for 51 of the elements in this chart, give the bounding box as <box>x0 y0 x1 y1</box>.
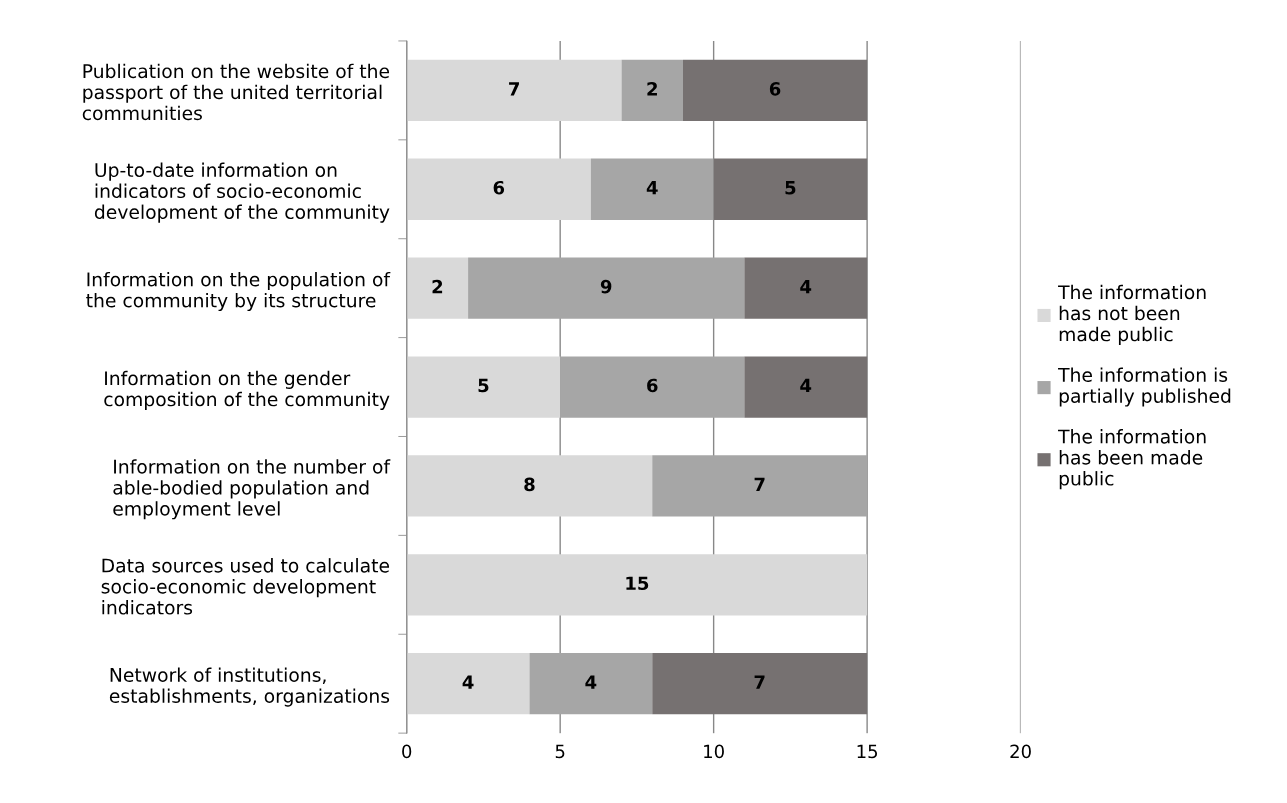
data-label: 2 <box>432 279 443 294</box>
x-tick-label: 5 <box>555 744 565 759</box>
data-label: 2 <box>647 81 657 96</box>
data-label: 4 <box>800 378 812 393</box>
y-tick-label: Publication on the website of the passport of the united territorial communities <box>82 63 390 121</box>
bar <box>652 455 868 517</box>
data-label: 7 <box>754 675 765 689</box>
bar <box>529 653 653 715</box>
legend-label: The information has not been made public <box>1058 284 1206 345</box>
bar <box>468 257 745 319</box>
y-tick-label: Information on the number of able-bodied population and employment level <box>113 459 391 520</box>
data-label: 5 <box>478 378 489 393</box>
bar <box>406 653 530 715</box>
bar <box>406 257 469 319</box>
x-tick-label: 20 <box>1010 744 1031 759</box>
bar <box>621 59 683 122</box>
x-tick-label: 10 <box>704 744 724 759</box>
bar <box>744 356 868 418</box>
bar <box>682 59 868 122</box>
bar <box>713 158 868 220</box>
bar <box>744 257 868 319</box>
bar <box>406 59 622 122</box>
bar <box>406 356 561 418</box>
data-label: 6 <box>647 378 658 393</box>
x-tick-label: 15 <box>857 744 878 759</box>
legend-label: The information is partially published <box>1058 367 1231 407</box>
bar <box>406 554 868 616</box>
data-label: 5 <box>785 181 796 195</box>
bar <box>590 158 714 220</box>
y-tick-label: Data sources used to calculate socio-economic development indicators <box>101 558 390 615</box>
data-label: 4 <box>646 181 658 195</box>
data-label: 6 <box>493 180 505 195</box>
bar <box>652 653 868 715</box>
bar <box>560 356 745 418</box>
data-label: 7 <box>509 82 519 96</box>
y-tick-label: Network of institutions, establishments, organizations <box>109 667 390 707</box>
legend-label: The information has been made public <box>1058 429 1206 490</box>
bar <box>406 158 591 220</box>
data-label: 4 <box>585 675 597 689</box>
data-label: 15 <box>626 576 649 591</box>
data-label: 4 <box>462 675 474 689</box>
x-tick-label: 0 <box>402 744 412 759</box>
data-label: 7 <box>754 477 765 491</box>
bar <box>406 455 653 517</box>
data-label: 4 <box>800 279 812 294</box>
y-tick-label: Information on the population of the community by its structure <box>86 271 391 312</box>
data-label: 9 <box>600 279 612 294</box>
data-label: 6 <box>769 81 781 96</box>
y-tick-label: Up-to-date information on indicators of socio-economic development of the community <box>94 162 390 223</box>
data-label: 8 <box>524 477 535 492</box>
y-tick-label: Information on the gender composition of the community <box>104 370 390 410</box>
